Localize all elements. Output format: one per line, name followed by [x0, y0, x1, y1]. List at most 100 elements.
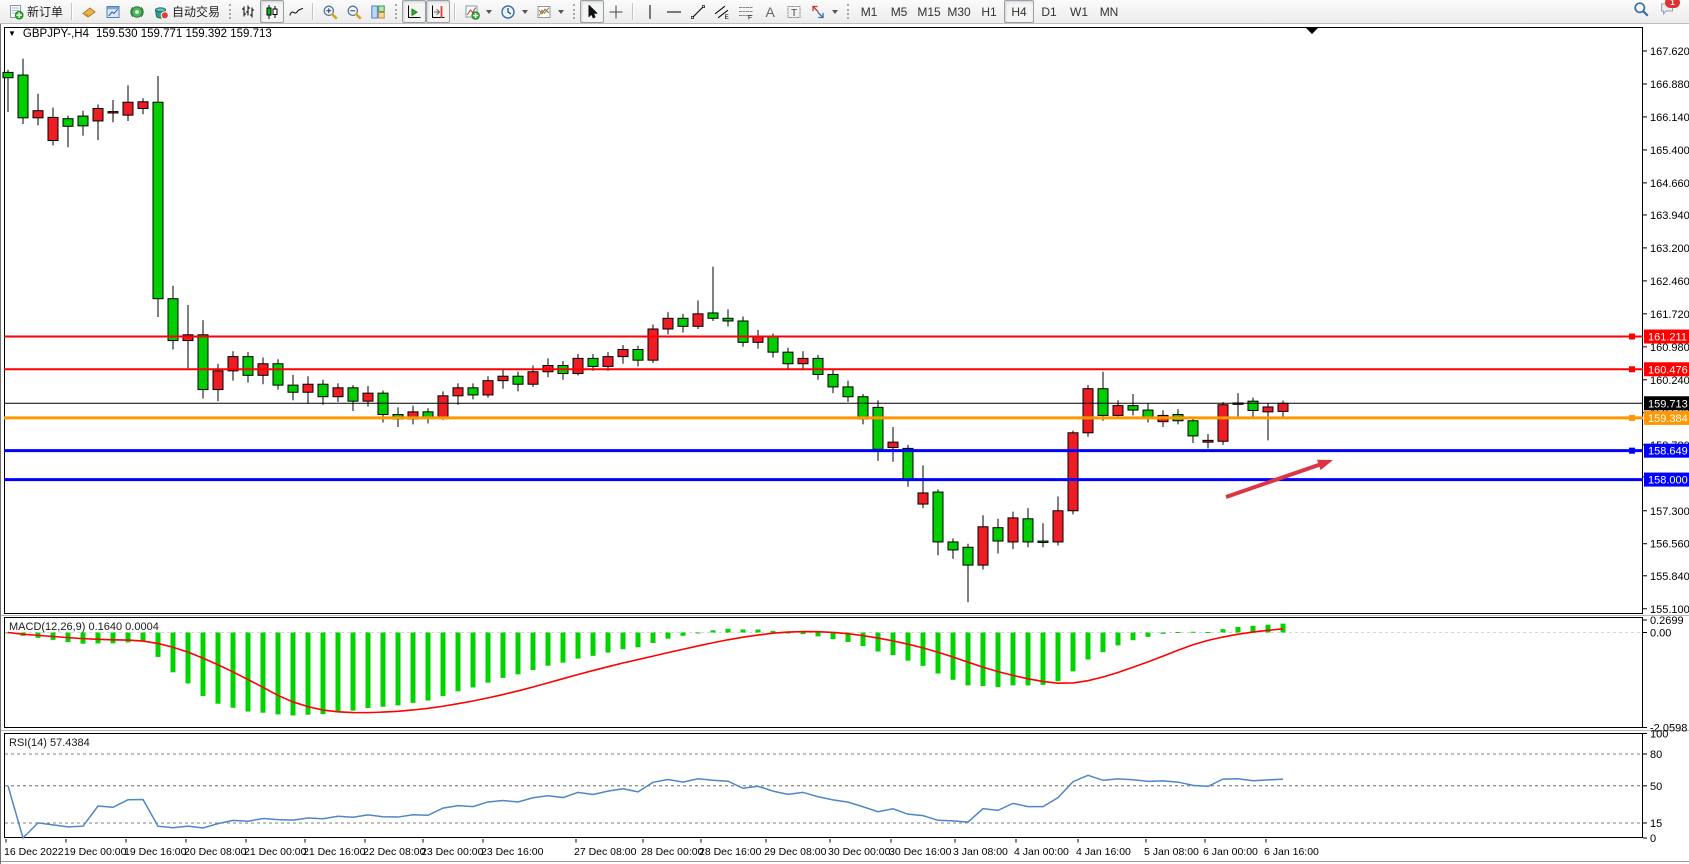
toolbar: 新订单 自动交易 E F A T M1 M5 M15 M30 H1 H4 D1 W1 MN 1 — [0, 0, 1689, 24]
templates-button[interactable] — [532, 0, 568, 23]
candle-bullish — [527, 371, 539, 385]
candle-bearish — [707, 312, 719, 319]
zoom-out-button[interactable] — [342, 0, 366, 23]
candle-bullish — [1082, 388, 1094, 434]
trendline-button[interactable] — [686, 0, 710, 23]
price-tick-label: 163.200 — [1650, 243, 1689, 255]
svg-text:0.00: 0.00 — [1650, 628, 1671, 640]
chart-canvas[interactable]: 167.620 166.880 166.140 165.400 164.660 163.9… — [1, 24, 1689, 864]
crosshair-button[interactable] — [604, 0, 628, 23]
zoom-out-icon — [346, 4, 362, 20]
tf-m30-button[interactable]: M30 — [944, 0, 974, 23]
macd-bar — [1190, 631, 1196, 633]
svg-text:-2.0598: -2.0598 — [1650, 723, 1687, 735]
tf-h1-button-label: H1 — [981, 4, 997, 19]
tf-m1-button-label: M1 — [860, 4, 878, 19]
collapse-arrow-icon[interactable]: ▼ — [8, 29, 16, 38]
price-tick-label: 166.880 — [1650, 79, 1689, 91]
line-chart-button[interactable] — [284, 0, 308, 23]
macd-bar — [95, 632, 101, 644]
chart-shift-button[interactable] — [426, 0, 451, 23]
rsi-line — [7, 774, 1284, 840]
text-button[interactable]: A — [758, 0, 782, 23]
crosshair-icon — [608, 4, 624, 20]
toolbar-grip[interactable] — [847, 4, 850, 19]
tf-m15-button[interactable]: M15 — [914, 0, 944, 23]
toolbar-group — [402, 0, 451, 24]
chart-shift-marker-icon[interactable] — [1306, 28, 1318, 34]
macd-bar — [320, 632, 326, 715]
vertical-line-button[interactable] — [638, 0, 662, 23]
candle-bearish — [317, 383, 329, 398]
macd-bar — [1100, 632, 1106, 653]
toolbar-group: 自动交易 — [77, 0, 224, 24]
macd-bar — [545, 632, 551, 666]
toolbar-grip[interactable] — [573, 4, 576, 19]
indicators-button[interactable] — [460, 0, 496, 23]
tf-mn-button[interactable]: MN — [1094, 0, 1124, 23]
time-tick-label: 29 Dec 08:00 — [764, 846, 827, 858]
profiles-button[interactable] — [77, 0, 101, 23]
candle-bullish — [1262, 406, 1274, 413]
cursor-button[interactable] — [580, 0, 605, 23]
notifications-button[interactable]: 1 — [1659, 0, 1680, 22]
auto-scroll-button[interactable] — [402, 0, 427, 23]
new-chart-button[interactable] — [101, 0, 125, 23]
chevron-down-icon[interactable] — [486, 9, 493, 14]
clock-icon — [500, 4, 516, 20]
new-order-button[interactable]: 新订单 — [4, 0, 67, 23]
periods-button[interactable] — [496, 0, 532, 23]
horizontal-line-button[interactable] — [662, 0, 686, 23]
macd-bar — [680, 632, 686, 636]
price-tick-label: 167.620 — [1650, 46, 1689, 58]
macd-bar — [335, 632, 341, 713]
chevron-down-icon[interactable] — [522, 9, 529, 14]
macd-bar — [1220, 629, 1226, 633]
alerts-button[interactable] — [125, 0, 149, 23]
tf-h1-button[interactable]: H1 — [974, 0, 1004, 23]
candlestick-chart-button[interactable] — [260, 0, 285, 23]
price-tags[interactable]: 161.211 160.476 159.713 159.384 158.649 158.0… — [1644, 329, 1689, 487]
text-label-button[interactable]: T — [782, 0, 806, 23]
hlines[interactable] — [4, 333, 1643, 482]
toolbar-grip[interactable] — [395, 4, 398, 19]
candle-bullish — [977, 526, 989, 566]
chevron-down-icon[interactable] — [558, 9, 565, 14]
toolbar-grip[interactable] — [229, 4, 232, 19]
macd-bar — [1280, 623, 1286, 633]
tf-d1-button[interactable]: D1 — [1034, 0, 1064, 23]
candle-bearish — [872, 406, 884, 450]
price-tag-label: 159.384 — [1648, 413, 1688, 425]
line-chart-icon — [288, 4, 304, 20]
macd-bar — [800, 632, 806, 635]
tf-w1-button[interactable]: W1 — [1064, 0, 1094, 23]
time-tick-label: 4 Jan 16:00 — [1076, 846, 1131, 858]
new-chart-icon — [105, 4, 121, 20]
time-tick-label: 30 Dec 00:00 — [828, 846, 891, 858]
bar-chart-button[interactable] — [236, 0, 260, 23]
macd-bar — [380, 632, 386, 707]
candle-bearish — [1247, 400, 1259, 412]
autotrading-button[interactable]: 自动交易 — [149, 0, 224, 23]
candle-bullish — [437, 395, 449, 418]
equidistant-channel-button[interactable]: E — [710, 0, 734, 23]
hline-handle — [1629, 366, 1635, 373]
macd-bar — [665, 632, 671, 639]
zoom-in-button[interactable] — [318, 0, 342, 23]
candle-bullish — [47, 116, 59, 142]
fibonacci-button[interactable]: F — [734, 0, 758, 23]
chevron-down-icon[interactable] — [832, 9, 839, 14]
candle-bearish — [287, 384, 299, 393]
candle-bearish — [1037, 540, 1049, 543]
trend-arrow-annotation[interactable] — [1225, 459, 1333, 499]
candle-bullish — [647, 328, 659, 361]
auto-scroll-icon — [406, 4, 422, 20]
tf-m1-button[interactable]: M1 — [854, 0, 884, 23]
search-button[interactable] — [1633, 1, 1649, 22]
macd-bar — [905, 632, 911, 661]
arrows-button[interactable] — [806, 0, 842, 23]
tile-windows-button[interactable] — [366, 0, 390, 23]
tf-h4-button[interactable]: H4 — [1004, 0, 1035, 23]
tf-m5-button[interactable]: M5 — [884, 0, 914, 23]
toolbar-group — [460, 0, 568, 24]
